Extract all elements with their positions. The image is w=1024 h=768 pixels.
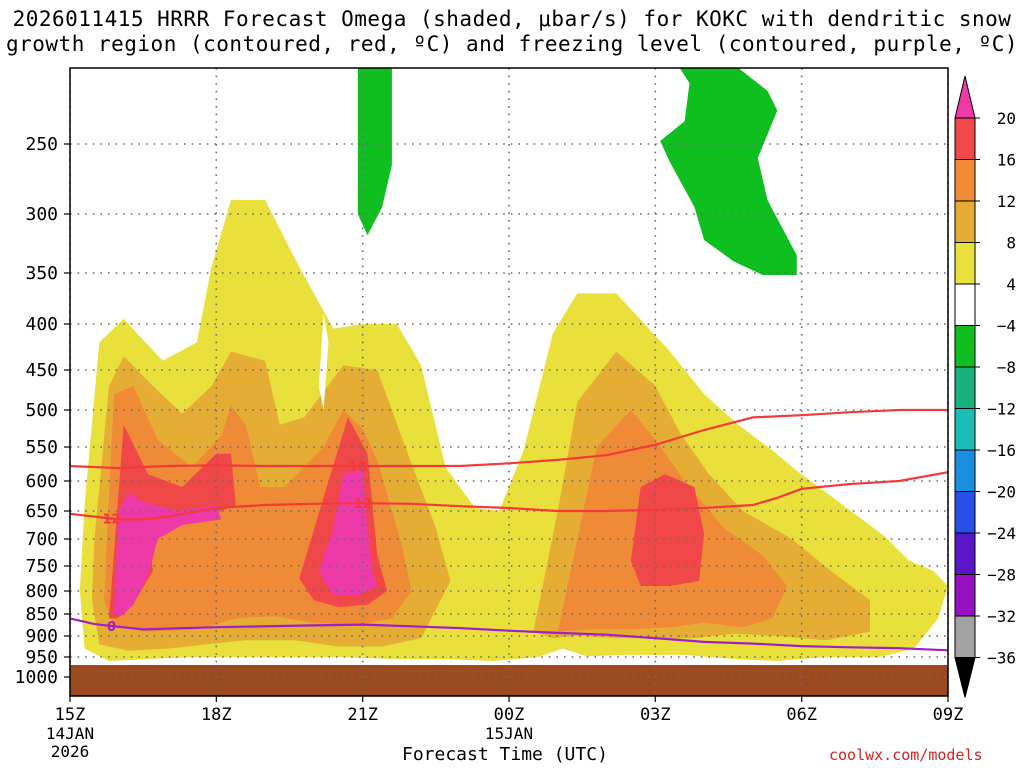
colorbar-label-1: 16: [997, 151, 1016, 170]
colorbar-label-3: 8: [1006, 234, 1016, 253]
y-tick-label-800: 800: [25, 581, 58, 602]
dgz-contour-minus12: [69, 471, 949, 521]
dgz-label-18-0: 18: [349, 460, 367, 475]
y-tick-label-550: 550: [25, 437, 58, 458]
colorbar-bin-6: [954, 325, 976, 368]
y-tick-label-250: 250: [25, 134, 58, 155]
colorbar-top-arrow: [954, 75, 976, 119]
y-tick-label-1000: 1000: [15, 667, 58, 688]
omega-shading-layer: [70, 68, 949, 696]
colorbar: 20 16 12 8 4 −4 −8 −12 −16 −20 −24 −28 −32 −36: [954, 75, 1016, 698]
y-tick-label-900: 900: [25, 626, 58, 647]
title-line-2: growth region (contoured, red, ºC) and f…: [5, 32, 1019, 56]
omega-region-neg8-12: [660, 68, 797, 275]
colorbar-bin-2: [954, 159, 976, 202]
colorbar-label-9: −20: [987, 483, 1016, 502]
colorbar-bin-13: [954, 615, 976, 658]
y-tick-label-850: 850: [25, 604, 58, 625]
colorbar-label-4: 4: [1006, 275, 1016, 294]
omega-region-neg8-11: [357, 68, 392, 236]
x-tick-label-21Z: 21Z: [347, 705, 378, 725]
y-tick-label-950: 950: [25, 647, 58, 668]
title-line-1: 2026011415 HRRR Forecast Omega (shaded, …: [12, 7, 1012, 31]
colorbar-bin-1: [954, 117, 976, 160]
colorbar-bin-12: [954, 574, 976, 617]
y-tick-label-700: 700: [25, 529, 58, 550]
colorbar-bin-3: [954, 200, 976, 243]
omega-region-neg4-10: [318, 313, 329, 410]
colorbar-bin-10: [954, 491, 976, 534]
contour-layer: 18 12 12 0: [69, 408, 949, 652]
colorbar-bin-8: [954, 408, 976, 451]
y-tick-label-450: 450: [25, 360, 58, 381]
x-date-label-2026: 2026: [51, 742, 90, 761]
colorbar-label-5: −4: [997, 317, 1016, 336]
colorbar-bin-9: [954, 449, 976, 492]
dgz-label-12-1: 12: [102, 513, 120, 528]
y-tick-label-300: 300: [25, 204, 58, 225]
x-tick-label-00Z: 00Z: [494, 705, 525, 725]
colorbar-label-2: 12: [997, 192, 1016, 211]
x-date-label-15JAN: 15JAN: [485, 724, 533, 743]
x-tick-label-09Z: 09Z: [933, 705, 964, 725]
terrain-band: [70, 665, 948, 696]
x-axis-title: Forecast Time (UTC): [402, 744, 608, 765]
freezing-level-contour: [69, 617, 949, 652]
colorbar-label-7: −12: [987, 400, 1016, 419]
x-tick-label-15Z: 15Z: [55, 705, 86, 725]
y-tick-label-400: 400: [25, 314, 58, 335]
colorbar-bin-7: [954, 366, 976, 409]
axes-layer: 2503003504004505005506006507007508008509…: [15, 134, 964, 761]
colorbar-label-10: −24: [987, 524, 1016, 543]
y-tick-label-650: 650: [25, 501, 58, 522]
colorbar-label-6: −8: [997, 358, 1016, 377]
colorbar-bin-5: [954, 283, 976, 326]
colorbar-label-11: −28: [987, 566, 1016, 585]
dgz-label-12-0: 12: [354, 497, 372, 512]
colorbar-label-12: −32: [987, 607, 1016, 626]
y-tick-label-350: 350: [25, 263, 58, 284]
colorbar-bin-11: [954, 532, 976, 575]
x-tick-label-06Z: 06Z: [786, 705, 817, 725]
dgz-contour-minus18: [69, 408, 948, 470]
colorbar-label-0: 20: [997, 109, 1016, 128]
colorbar-label-13: −36: [987, 649, 1016, 668]
x-tick-label-18Z: 18Z: [201, 705, 232, 725]
omega-region-16-7: [630, 474, 705, 586]
omega-region-20-8: [113, 493, 222, 617]
colorbar-label-8: −16: [987, 441, 1016, 460]
y-tick-label-750: 750: [25, 556, 58, 577]
x-tick-label-03Z: 03Z: [640, 705, 671, 725]
site-credit: coolwx.com/models: [829, 746, 983, 764]
y-tick-label-500: 500: [25, 400, 58, 421]
colorbar-bin-4: [954, 242, 976, 285]
colorbar-bottom-arrow: [954, 657, 976, 698]
x-date-label-14JAN: 14JAN: [46, 724, 94, 743]
freezing-level-label: 0: [107, 620, 116, 635]
y-tick-label-600: 600: [25, 471, 58, 492]
